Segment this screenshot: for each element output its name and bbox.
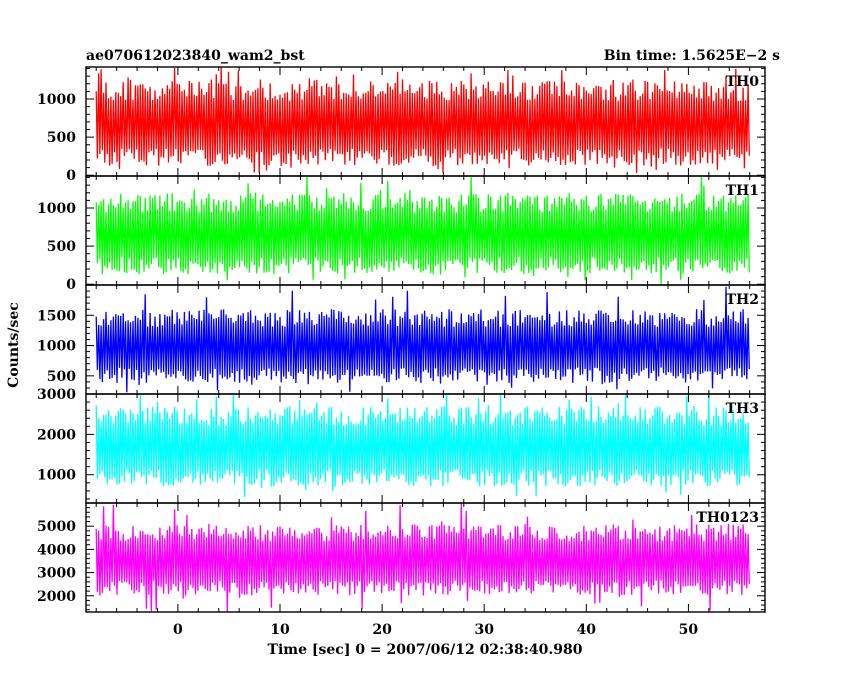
series-label-th3: TH3	[726, 401, 759, 417]
series-label-th1: TH1	[726, 183, 759, 199]
x-tick-label: 10	[270, 622, 290, 638]
y-tick-label: 4000	[37, 542, 76, 558]
header-bin-time: Bin time: 1.5625E−2 s	[604, 48, 780, 64]
series-label-th2: TH2	[726, 292, 759, 308]
panel-th3: TH3 1000 2000 3000	[37, 387, 766, 504]
y-tick-label: 500	[47, 239, 76, 255]
y-tick-label: 0	[66, 168, 76, 184]
series-line-th0123	[95, 503, 750, 612]
panels-group: TH005001000TH105001000TH250010001500TH31…	[37, 66, 766, 638]
x-tick-label: 50	[679, 622, 699, 638]
series-label-th0123: TH0123	[696, 510, 759, 526]
x-tick-label: 40	[577, 622, 597, 638]
series-line-th3	[95, 394, 750, 498]
x-tick-label: 20	[372, 622, 392, 638]
series-label-th0: TH0	[726, 74, 760, 90]
x-axis-label: Time [sec] 0 = 2007/06/12 02:38:40.980	[268, 642, 583, 658]
y-tick-label: 500	[47, 369, 76, 385]
y-tick-label: 1500	[37, 308, 76, 324]
y-tick-label: 1000	[37, 201, 76, 217]
y-tick-label: 0	[66, 277, 76, 293]
series-line-th0	[95, 67, 750, 174]
y-tick-label: 3000	[37, 566, 76, 582]
y-tick-label: 1000	[37, 468, 76, 484]
panel-th0: TH0 0 500 1000	[37, 66, 766, 184]
panel-th2: TH2 500 1000 1500	[37, 284, 766, 395]
y-tick-label: 1000	[37, 339, 76, 355]
series-line-th1	[95, 176, 750, 285]
y-tick-label: 500	[47, 130, 76, 146]
panel-th1: TH1 0 500 1000	[37, 175, 766, 293]
y-tick-label: 1000	[37, 92, 76, 108]
y-axis-label: Counts/sec	[6, 302, 22, 388]
y-tick-label: 3000	[37, 387, 76, 403]
x-tick-label: 0	[173, 622, 183, 638]
y-tick-label: 2000	[37, 427, 76, 443]
panel-th0123: TH0123 2000 3000 4000 5000	[37, 502, 766, 613]
series-line-th2	[95, 286, 750, 393]
panel-frame	[85, 502, 766, 613]
header-title: ae070612023840_wam2_bst	[86, 48, 305, 64]
y-tick-label: 5000	[37, 519, 76, 535]
y-tick-label: 2000	[37, 589, 76, 605]
x-tick-label: 30	[474, 622, 494, 638]
